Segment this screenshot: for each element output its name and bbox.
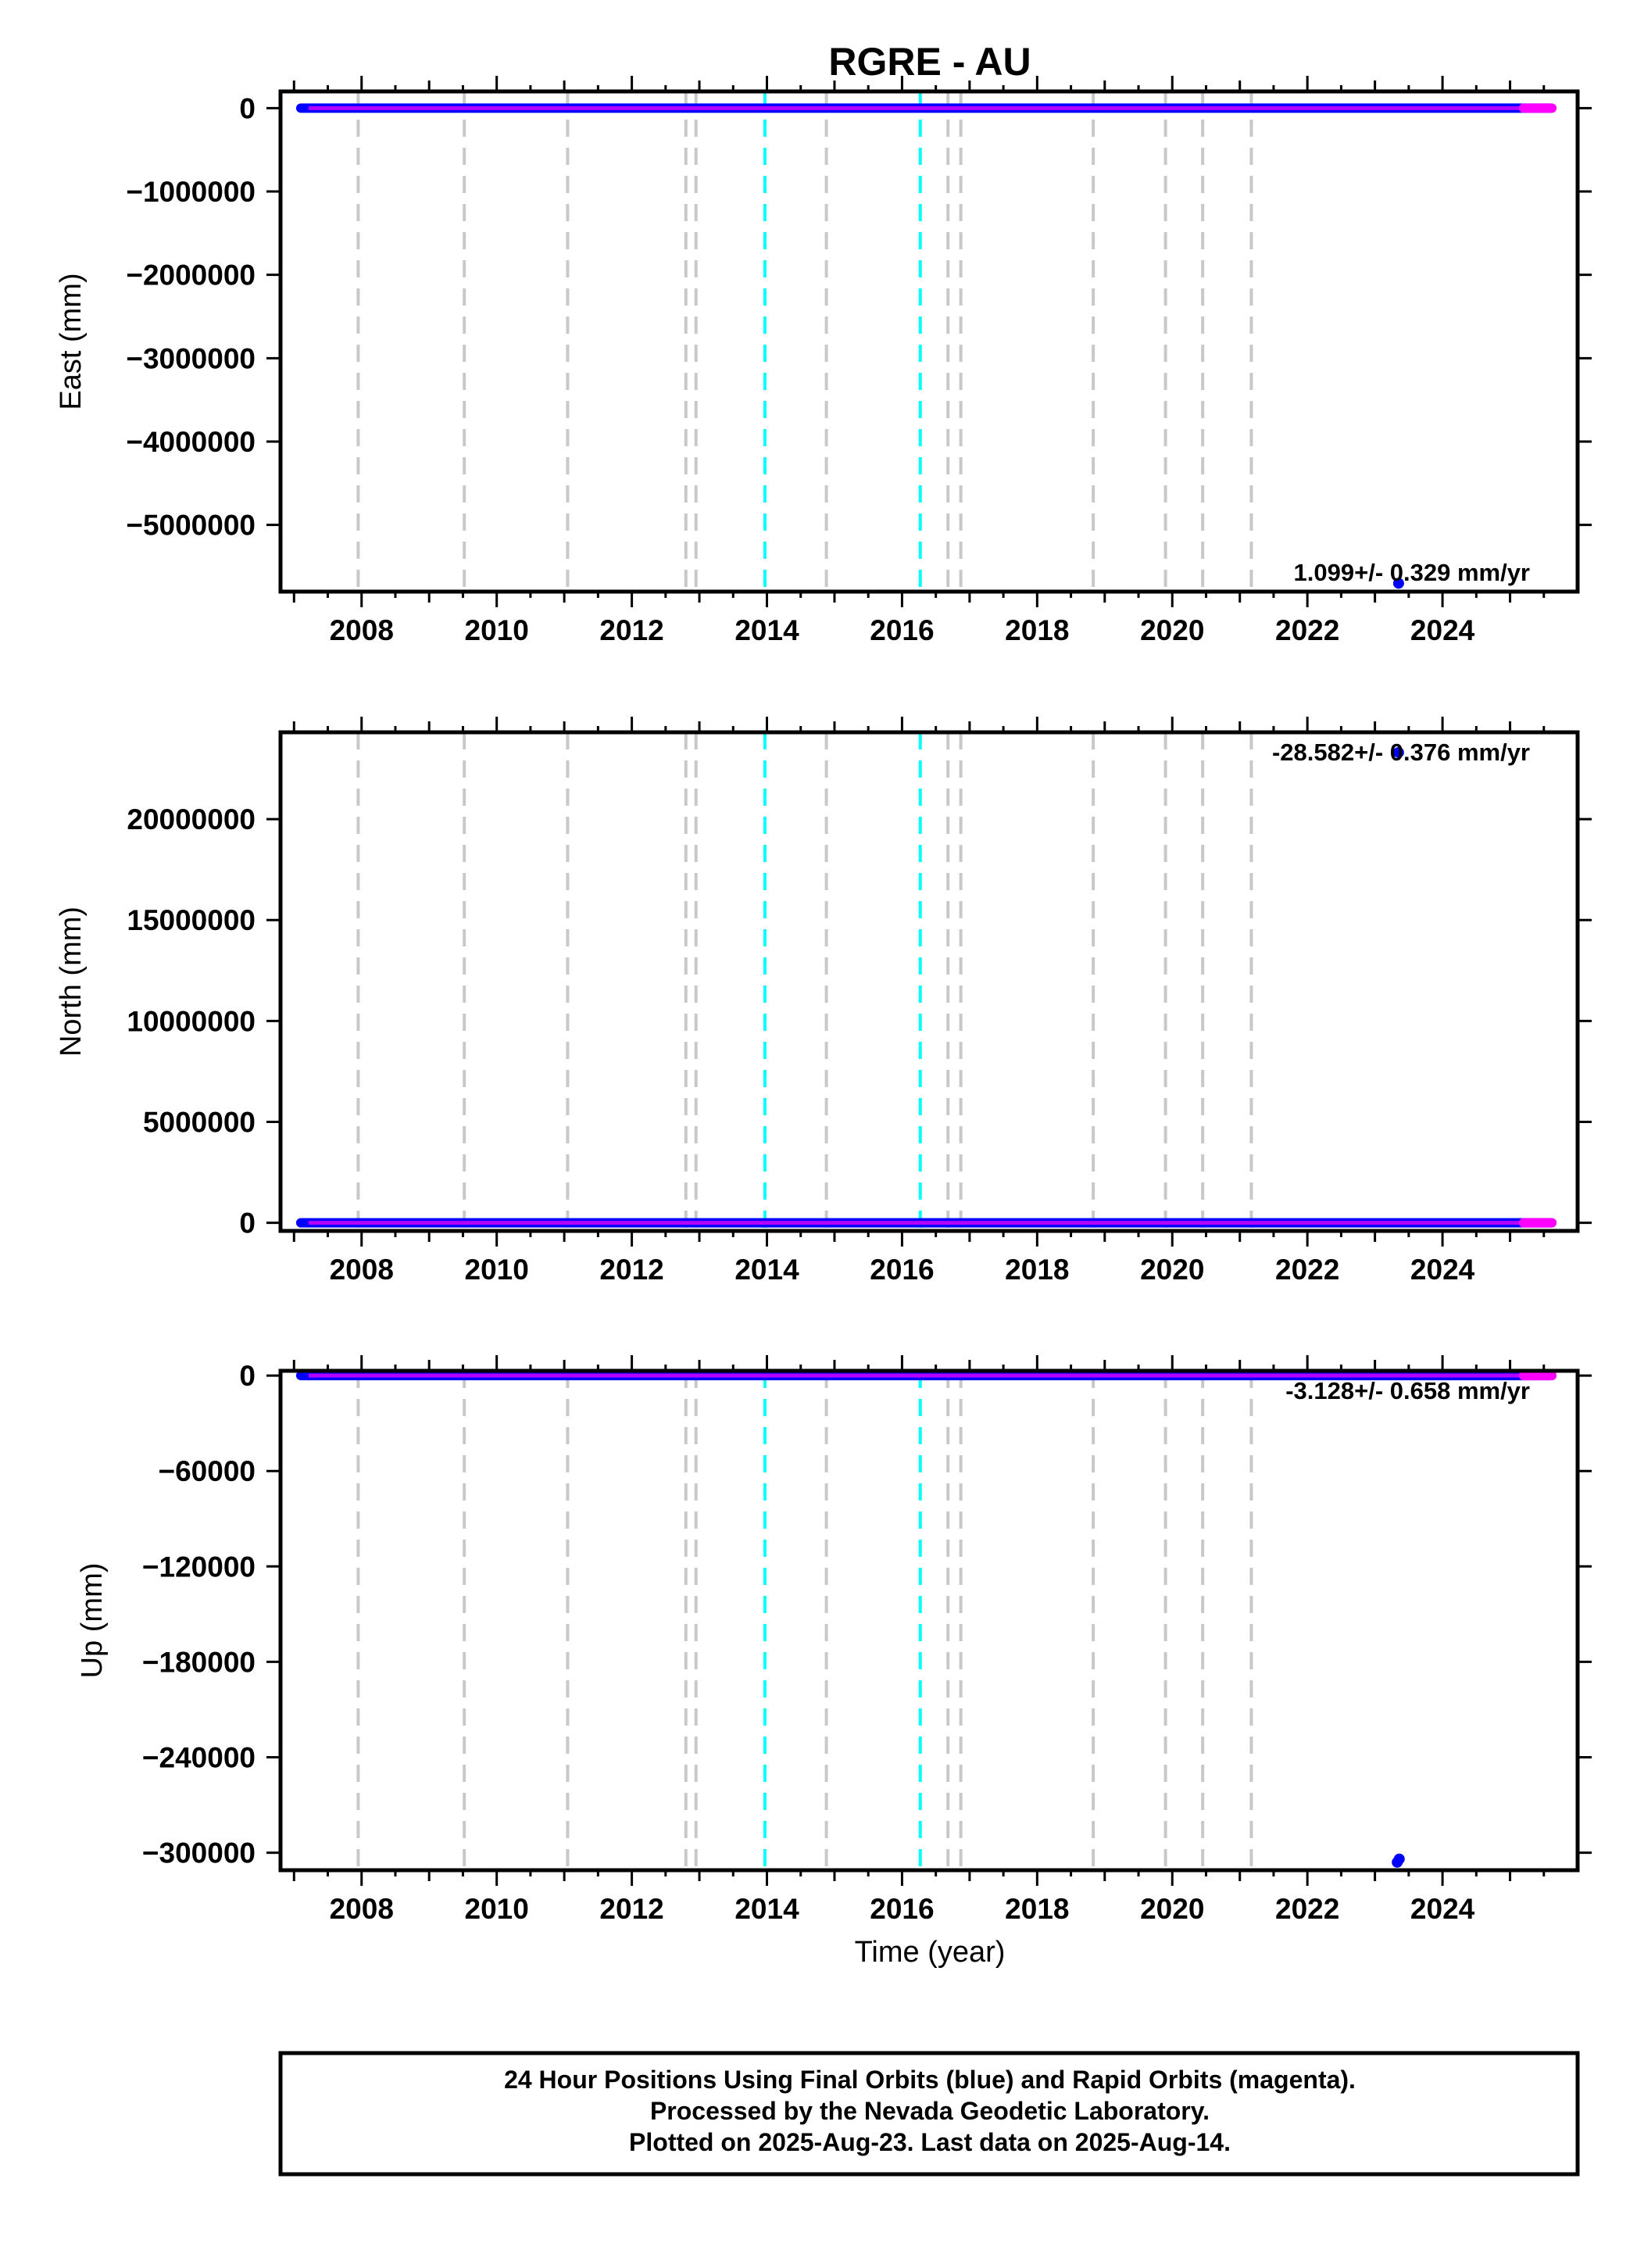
y-tick-label: 0	[239, 92, 256, 124]
x-tick-label: 2014	[735, 614, 799, 646]
y-tick-label: −300000	[142, 1837, 256, 1869]
x-tick-label: 2012	[599, 1254, 663, 1286]
y-tick-label: −120000	[142, 1551, 256, 1583]
x-tick-label: 2016	[870, 1254, 934, 1286]
x-tick-label: 2018	[1005, 1254, 1069, 1286]
y-tick-label: 0	[239, 1360, 256, 1392]
velocity-annotation: 1.099+/- 0.329 mm/yr	[1294, 559, 1530, 586]
x-tick-label: 2018	[1005, 1893, 1069, 1925]
y-tick-label: −2000000	[126, 259, 256, 292]
y-tick-label: −4000000	[126, 426, 256, 458]
plot-frame	[278, 730, 1580, 1233]
footer-line-1: 24 Hour Positions Using Final Orbits (bl…	[504, 2066, 1356, 2094]
footer-line-2: Processed by the Nevada Geodetic Laborat…	[650, 2097, 1210, 2125]
footer-box	[278, 2051, 1580, 2177]
y-tick-label: −3000000	[126, 342, 256, 374]
footer-line-3: Plotted on 2025-Aug-23. Last data on 202…	[629, 2128, 1231, 2156]
plot-frame	[278, 1368, 1580, 1873]
series-group	[295, 746, 1557, 1228]
x-tick-label: 2024	[1410, 1254, 1475, 1286]
panels: 0−1000000−2000000−3000000−4000000−500000…	[55, 76, 1592, 1925]
x-tick-label: 2020	[1140, 614, 1204, 646]
x-tick-label: 2008	[330, 1893, 394, 1925]
x-tick-label: 2016	[870, 1893, 934, 1925]
chart-title: RGRE - AU	[828, 40, 1031, 84]
y-tick-label: 5000000	[143, 1107, 256, 1139]
series-group	[295, 103, 1557, 589]
y-tick-label: −180000	[142, 1646, 256, 1678]
x-tick-label: 2022	[1275, 1893, 1339, 1925]
x-tick-label: 2010	[465, 1254, 529, 1286]
x-tick-label: 2024	[1410, 614, 1475, 646]
x-tick-label: 2014	[735, 1254, 799, 1286]
y-tick-label: −60000	[159, 1455, 256, 1487]
x-tick-label: 2008	[330, 614, 394, 646]
y-tick-label: 20000000	[127, 803, 256, 835]
panel-2: 0 5000000 10000000 15000000 20000000 2008 2010…	[55, 717, 1592, 1286]
x-tick-label: 2012	[599, 1893, 663, 1925]
panel-1: 0 −1000000 −2000000 −3000000 −4000000 −500000…	[55, 76, 1592, 646]
x-axis-label: Time (year)	[855, 1936, 1006, 1969]
y-tick-label: 10000000	[127, 1005, 256, 1037]
y-tick-label: −5000000	[126, 510, 256, 542]
y-tick-label: 0	[239, 1207, 256, 1240]
plot-frame	[278, 89, 1580, 594]
x-tick-label: 2010	[465, 1893, 529, 1925]
panel-3: 0 −60000 −120000 −180000 −240000 −300000 2008 2…	[76, 1355, 1592, 1925]
x-tick-label: 2014	[735, 1893, 799, 1925]
x-tick-label: 2020	[1140, 1893, 1204, 1925]
x-tick-label: 2022	[1275, 614, 1339, 646]
y-axis-label: Up (mm)	[76, 1563, 109, 1679]
x-tick-label: 2012	[599, 614, 663, 646]
y-axis-label: North (mm)	[55, 907, 88, 1057]
outlier-point	[1393, 1853, 1405, 1865]
outlier-point	[1392, 578, 1404, 589]
velocity-annotation: -28.582+/- 0.376 mm/yr	[1272, 739, 1530, 766]
y-axis-label: East (mm)	[55, 273, 88, 410]
x-tick-label: 2020	[1140, 1254, 1204, 1286]
x-tick-label: 2010	[465, 614, 529, 646]
x-tick-label: 2018	[1005, 614, 1069, 646]
x-tick-label: 2022	[1275, 1254, 1339, 1286]
outlier-point	[1392, 746, 1404, 758]
x-tick-label: 2016	[870, 614, 934, 646]
series-group	[295, 1371, 1557, 1868]
x-tick-label: 2024	[1410, 1893, 1475, 1925]
x-tick-label: 2008	[330, 1254, 394, 1286]
velocity-annotation: -3.128+/- 0.658 mm/yr	[1285, 1377, 1530, 1404]
y-tick-label: 15000000	[127, 904, 256, 936]
y-tick-label: −1000000	[126, 176, 256, 208]
y-tick-label: −240000	[142, 1742, 256, 1774]
